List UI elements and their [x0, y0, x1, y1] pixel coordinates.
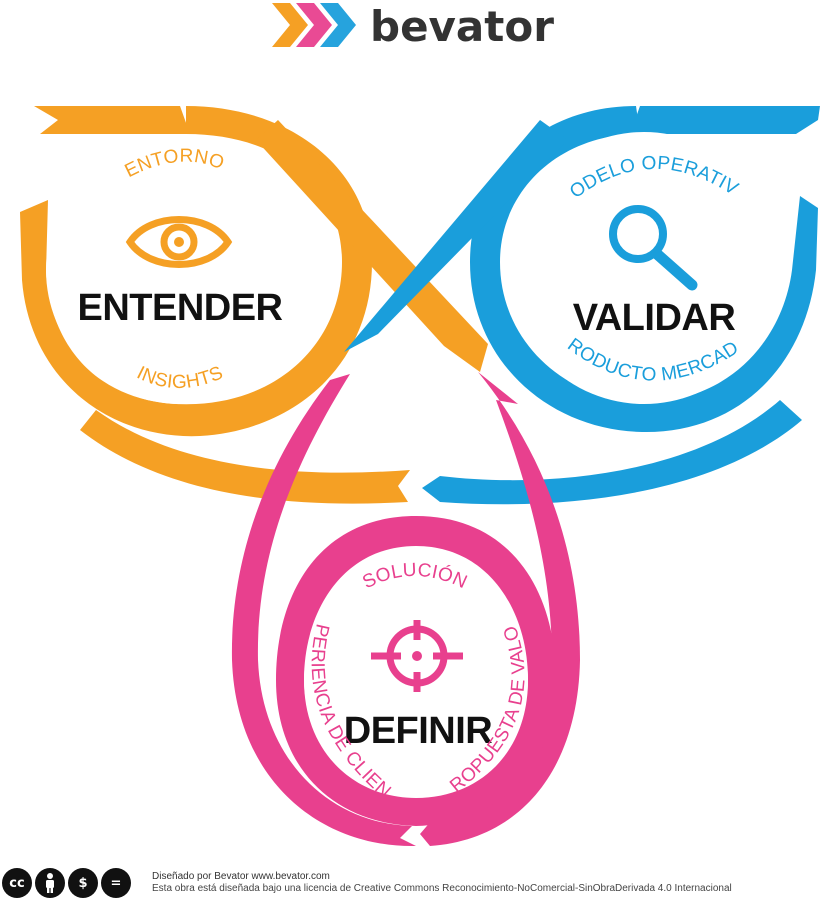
- validar-ribbon: [344, 106, 820, 505]
- validar-title: VALIDAR: [573, 297, 736, 339]
- by-icon: [35, 868, 65, 898]
- footer-credit: Diseñado por Bevator www.bevator.com: [152, 871, 330, 882]
- definir-ribbon: [231, 372, 580, 847]
- definir-title: DEFINIR: [344, 710, 493, 752]
- footer-license-text: Esta obra está diseñada bajo una licenci…: [152, 883, 732, 894]
- validar-magnifier-icon: [609, 205, 698, 291]
- entender-title: ENTENDER: [77, 287, 282, 329]
- logo-chevrons-icon: [272, 3, 356, 47]
- nc-icon: $: [68, 868, 98, 898]
- cc-license-badges[interactable]: cc $ =: [2, 868, 131, 898]
- entender-ribbon: [20, 106, 488, 504]
- definir-target-icon: [371, 620, 463, 692]
- cc-icon: cc: [2, 868, 32, 898]
- entender-eye-icon: [125, 216, 233, 268]
- nd-icon: =: [101, 868, 131, 898]
- logo-wordmark: bevator: [370, 2, 554, 51]
- license-footer: cc $ = Diseñado por Bevator www.bevator.…: [0, 862, 821, 898]
- bevator-logo: bevator: [272, 2, 554, 51]
